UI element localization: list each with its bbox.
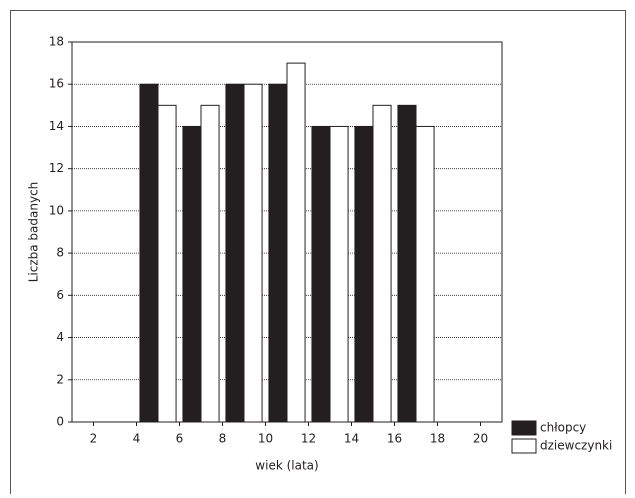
x-tick-label: 2 xyxy=(90,432,98,446)
legend-swatch xyxy=(511,420,537,436)
legend-label: chłopcy xyxy=(540,421,586,435)
x-tick-label: 6 xyxy=(176,432,184,446)
y-tick-label: 16 xyxy=(49,77,64,91)
x-tick-label: 20 xyxy=(473,432,488,446)
y-tick-label: 6 xyxy=(56,288,64,302)
bar xyxy=(372,104,392,423)
y-tick-label: 0 xyxy=(56,415,64,429)
y-tick-label: 2 xyxy=(56,372,64,386)
bar xyxy=(225,83,245,423)
bar xyxy=(311,125,331,423)
x-tick-label: 14 xyxy=(344,432,359,446)
legend-swatch xyxy=(511,438,537,454)
bar xyxy=(157,104,177,423)
x-tick-label: 16 xyxy=(387,432,402,446)
y-tick-label: 18 xyxy=(49,35,64,49)
bar xyxy=(329,125,349,423)
y-tick-label: 8 xyxy=(56,246,64,260)
y-tick-label: 14 xyxy=(49,119,64,133)
bar xyxy=(243,83,263,423)
frame xyxy=(10,10,626,494)
bar xyxy=(354,125,374,423)
bar xyxy=(415,125,435,423)
bar xyxy=(200,104,220,423)
bar xyxy=(182,125,202,423)
x-tick-label: 8 xyxy=(219,432,227,446)
bar xyxy=(286,62,306,423)
x-tick-label: 4 xyxy=(133,432,141,446)
y-tick-label: 4 xyxy=(56,330,64,344)
y-tick-label: 12 xyxy=(49,161,64,175)
legend-label: dziewczynki xyxy=(540,439,612,453)
y-axis-label: Liczba badanych xyxy=(27,182,41,283)
bar xyxy=(397,104,417,423)
y-tick-label: 10 xyxy=(49,203,64,217)
x-tick-label: 12 xyxy=(301,432,316,446)
bar xyxy=(139,83,159,423)
x-tick-label: 18 xyxy=(430,432,445,446)
x-tick-label: 10 xyxy=(258,432,273,446)
bar xyxy=(268,83,288,423)
x-axis-label: wiek (lata) xyxy=(255,459,318,473)
